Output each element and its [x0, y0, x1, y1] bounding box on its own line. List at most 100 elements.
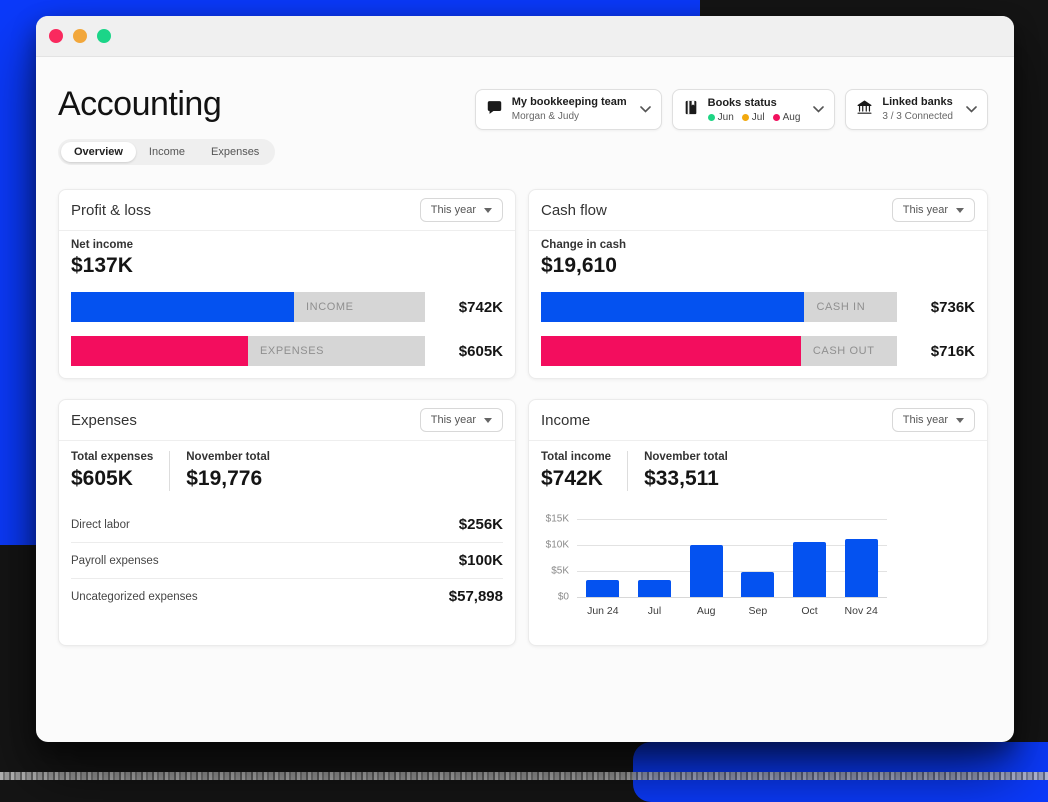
- close-window-button[interactable]: [49, 29, 63, 43]
- plot-area: [577, 519, 887, 597]
- chart-bar-jun: [586, 580, 619, 597]
- cash-flow-card: Cash flow This year Change in cash $19,6…: [528, 189, 988, 379]
- bar-track: CASH IN: [541, 292, 897, 322]
- caret-down-icon: [956, 418, 964, 423]
- card-title: Expenses: [71, 412, 137, 429]
- y-tick: $10K: [546, 540, 569, 551]
- dropdown-title: Books status: [708, 97, 801, 111]
- total-value: $33,511: [644, 467, 728, 491]
- header-dropdowns: My bookkeeping team Morgan & Judy Books …: [475, 89, 988, 130]
- status-dot-aug: [773, 114, 780, 121]
- cash-in-bar-fill: [541, 292, 804, 322]
- x-tick: Jul: [629, 605, 681, 617]
- period-select-value: This year: [431, 414, 476, 426]
- bar-label: INCOME: [306, 301, 354, 313]
- total-label: November total: [644, 451, 728, 463]
- y-tick: $5K: [551, 566, 569, 577]
- zoom-window-button[interactable]: [97, 29, 111, 43]
- metric-value: $137K: [71, 254, 503, 278]
- chevron-down-icon: [966, 106, 977, 113]
- books-status-dropdown[interactable]: Books status Jun Jul Aug: [672, 89, 836, 130]
- chat-bubble-icon: [486, 99, 503, 121]
- bar-value: $742K: [425, 299, 503, 316]
- x-tick: Sep: [732, 605, 784, 617]
- bar-label: CASH IN: [816, 301, 865, 313]
- x-tick: Jun 24: [577, 605, 629, 617]
- page-content: Accounting Overview Income Expenses My b…: [36, 87, 1014, 646]
- expense-row-value: $256K: [459, 516, 503, 533]
- november-total-expenses: November total $19,776: [169, 451, 286, 491]
- total-value: $605K: [71, 467, 153, 491]
- x-axis-line: [577, 597, 887, 598]
- minimize-window-button[interactable]: [73, 29, 87, 43]
- period-select[interactable]: This year: [892, 198, 975, 222]
- bank-icon: [856, 99, 873, 121]
- cash-in-bar-row: CASH IN $736K: [541, 292, 975, 322]
- app-window: Accounting Overview Income Expenses My b…: [36, 16, 1014, 742]
- income-bar-fill: [71, 292, 294, 322]
- total-value: $742K: [541, 467, 611, 491]
- period-select-value: This year: [903, 414, 948, 426]
- x-tick: Oct: [784, 605, 836, 617]
- profit-loss-card: Profit & loss This year Net income $137K…: [58, 189, 516, 379]
- x-tick: Nov 24: [835, 605, 887, 617]
- card-title: Cash flow: [541, 202, 607, 219]
- bar-value: $736K: [897, 299, 975, 316]
- books-status-months: Jun Jul Aug: [708, 112, 801, 123]
- bar-value: $716K: [897, 343, 975, 360]
- bar-track: CASH OUT: [541, 336, 897, 366]
- bar-label: CASH OUT: [813, 345, 875, 357]
- tab-overview[interactable]: Overview: [61, 142, 136, 162]
- period-select[interactable]: This year: [420, 408, 503, 432]
- status-dot-jul: [742, 114, 749, 121]
- total-label: Total income: [541, 451, 611, 463]
- cash-out-bar-row: CASH OUT $716K: [541, 336, 975, 366]
- list-item: Direct labor $256K: [71, 507, 503, 542]
- period-select-value: This year: [903, 204, 948, 216]
- income-card: Income This year Total income $742K Nove…: [528, 399, 988, 646]
- month-label: Jul: [752, 112, 765, 123]
- page-header-left: Accounting Overview Income Expenses: [58, 87, 275, 165]
- page-title: Accounting: [58, 87, 275, 121]
- expense-row-label: Direct labor: [71, 519, 130, 531]
- background-photo-edge: [0, 772, 1048, 780]
- expense-row-value: $57,898: [449, 588, 503, 605]
- chart-bar-oct: [793, 542, 826, 597]
- income-bar-row: INCOME $742K: [71, 292, 503, 322]
- bar-track: INCOME: [71, 292, 425, 322]
- total-label: Total expenses: [71, 451, 153, 463]
- bar-value: $605K: [425, 343, 503, 360]
- cards-grid: Profit & loss This year Net income $137K…: [58, 189, 988, 646]
- total-label: November total: [186, 451, 270, 463]
- metric-value: $19,610: [541, 254, 975, 278]
- caret-down-icon: [484, 418, 492, 423]
- tab-income[interactable]: Income: [136, 142, 198, 162]
- linked-banks-dropdown[interactable]: Linked banks 3 / 3 Connected: [845, 89, 988, 130]
- x-tick: Aug: [680, 605, 732, 617]
- total-value: $19,776: [186, 467, 270, 491]
- tab-bar: Overview Income Expenses: [58, 139, 275, 165]
- expense-row-label: Payroll expenses: [71, 555, 159, 567]
- november-total-income: November total $33,511: [627, 451, 744, 491]
- period-select-value: This year: [431, 204, 476, 216]
- expenses-bar-fill: [71, 336, 248, 366]
- chevron-down-icon: [813, 106, 824, 113]
- chart-bar-aug: [690, 545, 723, 597]
- cash-out-bar-fill: [541, 336, 801, 366]
- list-item: Uncategorized expenses $57,898: [71, 578, 503, 614]
- bookkeeping-team-dropdown[interactable]: My bookkeeping team Morgan & Judy: [475, 89, 662, 130]
- period-select[interactable]: This year: [892, 408, 975, 432]
- x-axis: Jun 24 Jul Aug Sep Oct Nov 24: [577, 605, 887, 617]
- y-tick: $15K: [546, 514, 569, 525]
- chevron-down-icon: [640, 106, 651, 113]
- chart-bar-sep: [741, 572, 774, 597]
- card-title: Income: [541, 412, 590, 429]
- expense-row-value: $100K: [459, 552, 503, 569]
- total-expenses: Total expenses $605K: [71, 451, 169, 491]
- period-select[interactable]: This year: [420, 198, 503, 222]
- dropdown-title: My bookkeeping team: [512, 96, 627, 110]
- dropdown-title: Linked banks: [882, 96, 953, 110]
- income-bar-chart: $15K $10K $5K $0: [541, 519, 975, 617]
- y-axis: $15K $10K $5K $0: [541, 519, 577, 597]
- tab-expenses[interactable]: Expenses: [198, 142, 272, 162]
